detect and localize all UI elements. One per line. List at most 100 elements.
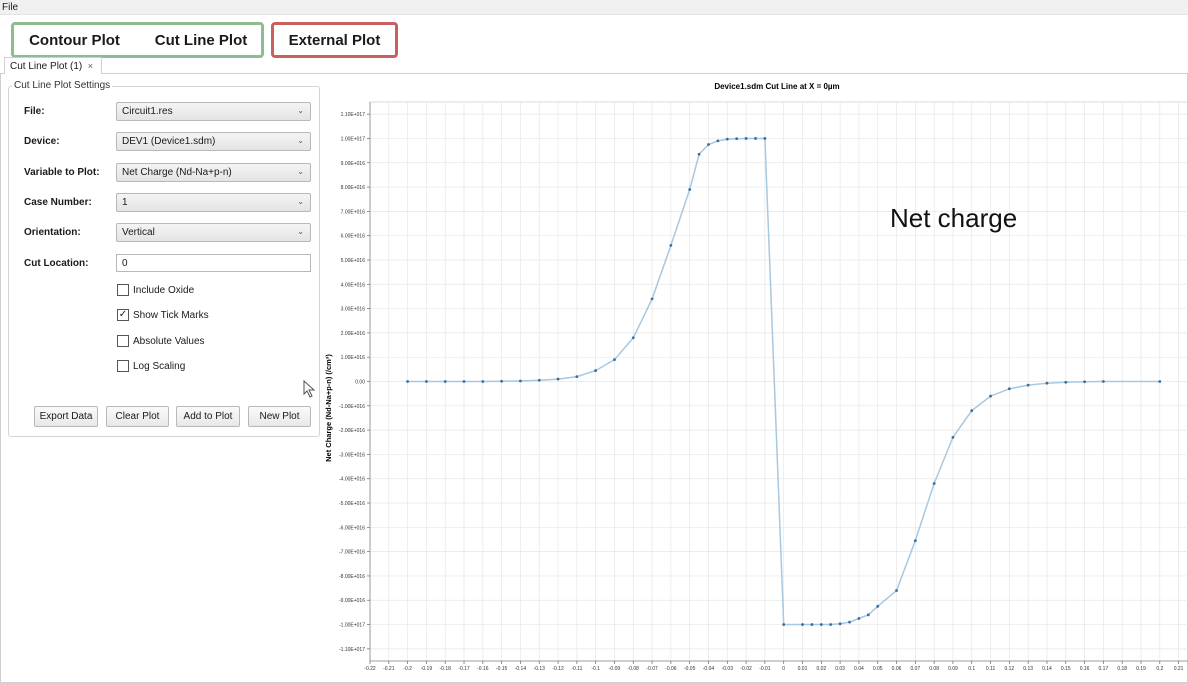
data-point: [575, 375, 579, 379]
orientation-value: Vertical: [122, 227, 155, 238]
clear-plot-button[interactable]: Clear Plot: [106, 406, 169, 427]
chart-grid: [369, 102, 1188, 661]
data-point: [500, 379, 504, 383]
settings-title: Cut Line Plot Settings: [12, 80, 113, 91]
tab-cut-line-plot-1[interactable]: Cut Line Plot (1) ×: [4, 57, 102, 74]
y-tick-label: 3.00E+016: [341, 307, 366, 313]
x-tick-label: -0.2: [403, 666, 412, 672]
y-tick-label: 4.00E+016: [341, 282, 366, 288]
data-point: [744, 137, 748, 140]
x-tick-label: 0.17: [1099, 666, 1109, 672]
contour-plot-button[interactable]: Contour Plot: [15, 27, 134, 54]
chevron-down-icon: ⌄: [297, 106, 304, 115]
data-point: [763, 137, 767, 140]
data-point: [406, 380, 410, 383]
variable-select[interactable]: Net Charge (Nd-Na+p-n) ⌄: [116, 163, 311, 182]
cut-location-label: Cut Location:: [24, 258, 89, 269]
data-point: [876, 604, 880, 608]
tab-label: Cut Line Plot (1): [10, 61, 83, 72]
data-point: [801, 623, 804, 626]
x-tick-label: 0.13: [1023, 666, 1033, 672]
data-point: [754, 137, 757, 140]
file-label: File:: [24, 106, 45, 117]
absolute-values-checkbox[interactable]: [117, 335, 129, 347]
y-tick-label: -1.10E+017: [339, 647, 365, 653]
data-point: [1083, 380, 1086, 384]
data-point: [594, 369, 598, 372]
x-tick-label: 0.04: [854, 666, 864, 672]
external-plot-button[interactable]: External Plot: [275, 27, 394, 54]
data-point: [1101, 380, 1105, 383]
data-point: [1026, 383, 1030, 387]
data-point: [848, 620, 851, 624]
menu-file[interactable]: File: [2, 2, 19, 13]
include-oxide-checkbox[interactable]: [117, 284, 129, 296]
device-value: DEV1 (Device1.sdm): [122, 136, 216, 147]
y-tick-label: -1.00E+016: [339, 404, 365, 410]
log-scaling-label: Log Scaling: [133, 361, 186, 372]
data-point: [481, 380, 485, 383]
file-select[interactable]: Circuit1.res ⌄: [116, 102, 311, 121]
data-point: [537, 378, 541, 382]
export-data-button[interactable]: Export Data: [34, 406, 98, 427]
x-tick-label: -0.07: [646, 666, 658, 672]
close-icon[interactable]: ×: [87, 61, 93, 71]
x-tick-label: -0.18: [440, 666, 452, 672]
new-plot-button[interactable]: New Plot: [248, 406, 311, 427]
data-point: [669, 243, 673, 247]
chevron-down-icon: ⌄: [297, 197, 304, 206]
x-tick-label: -0.03: [722, 666, 734, 672]
y-tick-label: 8.00E+016: [341, 185, 366, 191]
settings-panel: [8, 86, 320, 437]
y-tick-label: 5.00E+016: [341, 258, 366, 264]
x-tick-label: -0.12: [552, 666, 564, 672]
plot-type-group: [11, 22, 264, 58]
variable-value: Net Charge (Nd-Na+p-n): [122, 167, 232, 178]
device-select[interactable]: DEV1 (Device1.sdm) ⌄: [116, 132, 311, 151]
case-number-value: 1: [122, 197, 128, 208]
x-tick-label: -0.08: [628, 666, 640, 672]
data-point: [425, 380, 428, 383]
x-tick-label: 0.07: [910, 666, 920, 672]
log-scaling-checkbox[interactable]: [117, 360, 129, 372]
y-tick-label: 1.10E+017: [341, 112, 366, 118]
data-point: [932, 482, 936, 485]
chart-axes: 1.10E+017 1.00E+017 9.00E+016 8.00E+016 7.00…: [339, 101, 1188, 672]
orientation-select[interactable]: Vertical ⌄: [116, 223, 311, 242]
variable-label: Variable to Plot:: [24, 167, 100, 178]
x-tick-label: -0.14: [515, 666, 527, 672]
data-point: [989, 394, 992, 398]
x-tick-label: 0.08: [929, 666, 939, 672]
add-to-plot-button[interactable]: Add to Plot: [176, 406, 240, 427]
y-tick-label: 1.00E+016: [341, 355, 366, 361]
x-tick-label: 0.01: [798, 666, 808, 672]
data-point: [782, 623, 786, 626]
x-tick-label: -0.1: [591, 666, 600, 672]
y-tick-label: 6.00E+016: [341, 234, 366, 240]
chart-title: Device1.sdm Cut Line at X = 0µm: [714, 82, 839, 91]
x-tick-label: 0: [782, 666, 785, 672]
y-tick-label: 9.00E+016: [341, 161, 366, 167]
cut-location-input[interactable]: 0: [116, 254, 311, 272]
chevron-down-icon: ⌄: [297, 227, 304, 236]
x-tick-label: 0.2: [1156, 666, 1163, 672]
data-point: [631, 336, 635, 340]
x-tick-label: 0.03: [835, 666, 845, 672]
external-plot-group: [271, 22, 398, 58]
y-tick-label: -4.00E+016: [339, 477, 365, 483]
data-point: [716, 139, 720, 143]
include-oxide-label: Include Oxide: [133, 285, 195, 296]
chart-series: [406, 137, 1162, 626]
x-tick-label: -0.22: [364, 666, 376, 672]
absolute-values-label: Absolute Values: [133, 336, 205, 347]
y-tick-label: -6.00E+016: [339, 525, 365, 531]
case-number-select[interactable]: 1 ⌄: [116, 193, 311, 212]
y-tick-label: -8.00E+016: [339, 574, 365, 580]
cut-line-plot-button[interactable]: Cut Line Plot: [141, 27, 261, 54]
data-point: [1045, 381, 1049, 385]
x-tick-label: 0.09: [948, 666, 958, 672]
x-tick-label: 0.16: [1080, 666, 1090, 672]
show-tick-marks-label: Show Tick Marks: [133, 310, 209, 321]
x-tick-label: 0.21: [1174, 666, 1184, 672]
show-tick-marks-checkbox[interactable]: ✓: [117, 309, 129, 321]
